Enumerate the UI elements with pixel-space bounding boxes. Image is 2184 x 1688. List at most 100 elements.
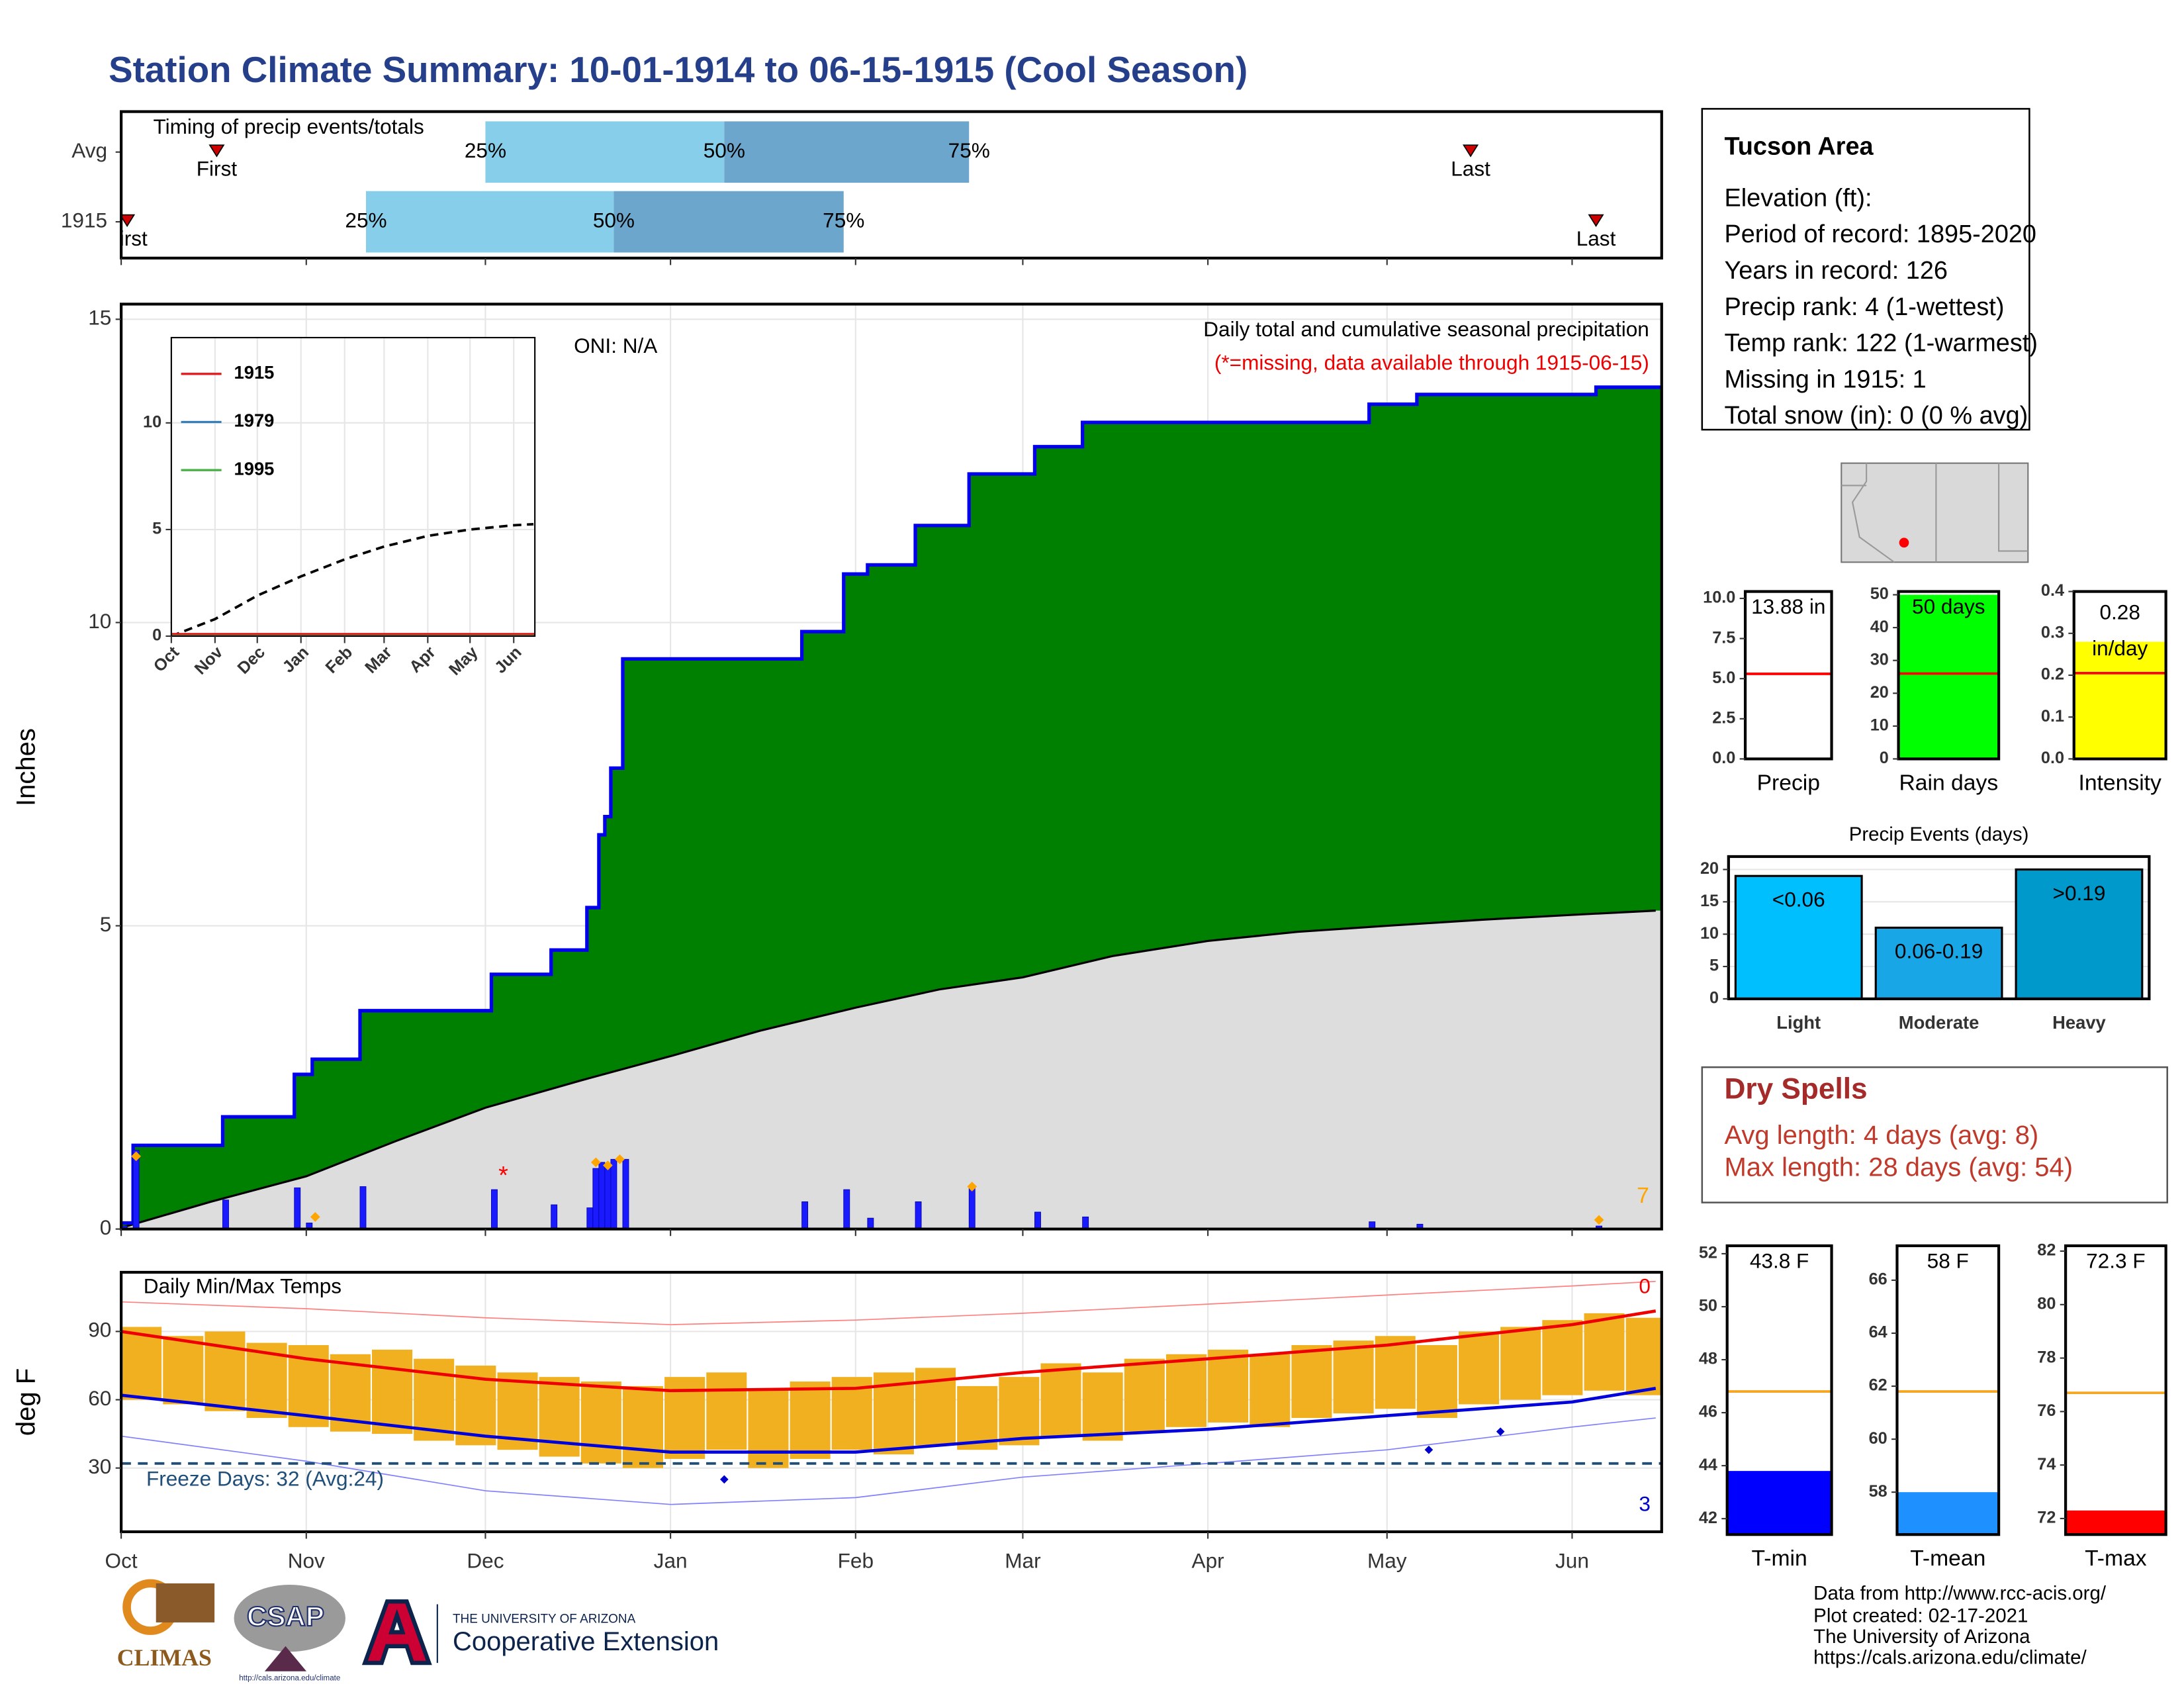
y-tick-label: 10: [88, 609, 111, 633]
bar: [2066, 1510, 2166, 1535]
temp-bar: [1082, 1372, 1123, 1441]
y-tick-label: 80: [2037, 1294, 2056, 1313]
daily-bar: [598, 1162, 606, 1229]
temp-bar: [372, 1349, 413, 1434]
bar: [1734, 874, 1863, 999]
y-tick-label: 10.0: [1703, 588, 1735, 607]
y-tick-label: 74: [2037, 1455, 2056, 1474]
temp-bar: [1584, 1313, 1625, 1391]
panel-frame: [170, 336, 536, 637]
y-tick-label: 20: [1870, 683, 1889, 702]
temp-plot: Freeze Days: 32 (Avg:24): [121, 1280, 1662, 1505]
panel-frame: [1895, 1244, 2001, 1536]
y-tick-label: 40: [1870, 618, 1889, 636]
temp-bar: [580, 1382, 621, 1464]
value-label: 58 F: [1927, 1249, 1969, 1273]
dry-spells-line: Avg length: 4 days (avg: 8): [1724, 1121, 2038, 1150]
y-tick-label: 20: [1700, 859, 1719, 878]
flag-marker: [131, 1151, 142, 1162]
bar-plot: 50 days: [1898, 594, 1999, 759]
panel-subtitle: (*=missing, data available through 1915-…: [1214, 350, 1649, 374]
y-tick-label: 78: [2037, 1348, 2056, 1366]
panel-title: Timing of precip events/totals: [154, 115, 424, 138]
event-marker: [208, 144, 225, 158]
bar-plot: 0.28 in/day: [2073, 600, 2166, 759]
y-tick-label: 60: [1869, 1429, 1888, 1448]
temp-bar: [121, 1327, 162, 1400]
y-tick-label: 15: [1700, 892, 1719, 910]
bin-label: 0.06-0.19: [1895, 939, 1983, 963]
temp-bar: [1333, 1340, 1374, 1414]
panel-title: Precip Events (days): [1849, 823, 2029, 845]
legend-label: 1979: [234, 410, 275, 431]
state-border: [1998, 463, 2028, 552]
daily-bar: [801, 1201, 809, 1229]
bar: [1727, 1471, 1832, 1535]
flag-count: 7: [1637, 1184, 1649, 1208]
quartile-label: 75%: [948, 138, 990, 162]
daily-bar: [1416, 1223, 1424, 1229]
temp-line: [121, 1280, 1656, 1325]
legend-label: 1995: [234, 458, 275, 479]
temp-bar: [1291, 1345, 1332, 1419]
y-tick-label: 0.1: [2041, 707, 2064, 726]
flag-marker: [310, 1211, 320, 1222]
y-tick-label: 10: [1870, 716, 1889, 735]
value-label: 43.8 F: [1750, 1249, 1809, 1273]
temp-bar: [999, 1377, 1040, 1446]
category-label: Intensity: [2078, 771, 2161, 795]
state-border: [1851, 463, 1895, 563]
y-tick-label: 30: [1870, 650, 1889, 669]
record-low-count: 3: [1639, 1491, 1651, 1515]
daily-bar: [867, 1217, 874, 1229]
temp-line: [121, 1387, 1657, 1454]
value-label: 50 days: [1912, 594, 1985, 618]
info-line: Total snow (in): 0 (0 % avg): [1724, 402, 2028, 430]
y-axis-label: deg F: [12, 1368, 41, 1436]
temp-bar: [1625, 1317, 1662, 1395]
category-label: T-max: [2085, 1546, 2147, 1571]
dry-spells-line: Max length: 28 days (avg: 54): [1724, 1153, 2073, 1182]
quartile-label: 75%: [823, 208, 864, 232]
climas-logo-text: CLIMAS: [117, 1644, 212, 1671]
y-tick-label: 0.4: [2041, 581, 2064, 600]
temp-bar: [1040, 1363, 1081, 1436]
y-tick-label: 30: [88, 1454, 111, 1478]
y-tick-label: 66: [1869, 1270, 1888, 1289]
panel-frame: [1743, 590, 1833, 761]
info-line: Period of record: 1895-2020: [1724, 220, 2036, 248]
daily-bar: [622, 1158, 629, 1229]
info-line: Temp rank: 122 (1-warmest): [1724, 330, 2037, 357]
temp-line: [121, 1309, 1657, 1393]
temp-bar: [163, 1336, 204, 1405]
bar-plot: 13.88 in: [1745, 591, 1832, 759]
average-area: [121, 910, 1662, 1229]
panel-frame: [119, 1270, 1663, 1534]
row-label: 1915: [61, 208, 107, 232]
quartile-label: 25%: [345, 208, 387, 232]
daily-bar: [1596, 1225, 1602, 1229]
panel-title: Daily Min/Max Temps: [144, 1274, 341, 1297]
category-label: Light: [1776, 1012, 1821, 1033]
freeze-label: Freeze Days: 32 (Avg:24): [146, 1466, 384, 1490]
y-tick-label: 0: [1880, 749, 1889, 767]
category-label: Rain days: [1899, 771, 1998, 795]
bar-plot: 72.3 F: [2066, 1249, 2166, 1535]
info-line: Precip rank: 4 (1-wettest): [1724, 293, 2004, 321]
daily-bar: [1034, 1211, 1041, 1229]
y-tick-label: 76: [2037, 1401, 2056, 1420]
info-title: Tucson Area: [1724, 132, 1874, 160]
y-tick-label: 50: [1870, 585, 1889, 603]
dry-spells-box: [1701, 1066, 2169, 1203]
quartile-label: 50%: [704, 138, 745, 162]
flag-marker: [590, 1157, 601, 1168]
y-tick-label: 58: [1869, 1482, 1888, 1501]
y-tick-label: 62: [1869, 1376, 1888, 1395]
bar-plot: 43.8 F: [1727, 1249, 1832, 1535]
y-axis-label: Inches: [12, 728, 41, 806]
precip-plot: *: [121, 385, 1662, 1229]
bin-label: >0.19: [2053, 881, 2106, 905]
timing-plot: Timing of precip events/totals 25% 50% 75% F…: [121, 115, 1616, 253]
y-tick-label: 5.0: [1712, 669, 1735, 687]
